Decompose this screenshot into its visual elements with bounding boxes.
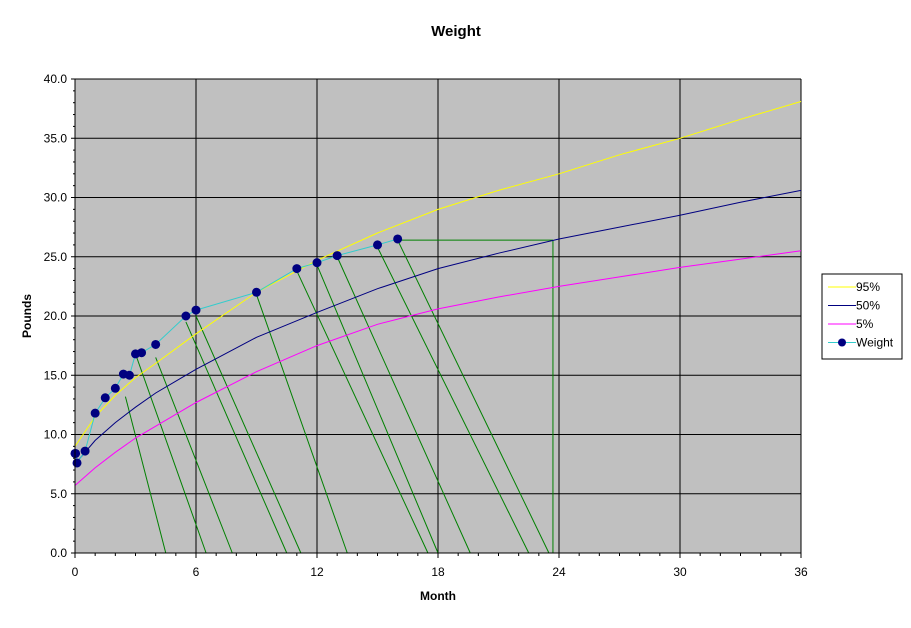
- y-tick-label: 25.0: [44, 250, 68, 264]
- annotation-line: [336, 256, 471, 554]
- data-point: [312, 258, 322, 268]
- data-point: [393, 234, 403, 244]
- annotation-line: [397, 239, 550, 554]
- axes: 0.0 5.0 10.0 15.0 20.0 25.0 30.0 35.0 40.0 0 6 12 18…: [44, 72, 808, 579]
- annotation-line: [316, 264, 439, 554]
- series-line-p5: [74, 250, 802, 486]
- x-tick-label: 18: [431, 565, 445, 579]
- annotation-line: [124, 396, 167, 554]
- y-tick-label: 40.0: [44, 72, 68, 86]
- annotation-line: [256, 294, 348, 554]
- y-tick-label: 0.0: [50, 546, 67, 560]
- data-point: [373, 240, 382, 250]
- grid-lines: [75, 78, 802, 553]
- data-markers: [70, 234, 403, 468]
- x-tick-label: 30: [673, 565, 687, 579]
- data-point: [137, 348, 147, 358]
- x-tick-label: 36: [794, 565, 808, 579]
- y-tick-label: 35.0: [44, 131, 68, 145]
- data-point: [124, 370, 134, 380]
- legend-swatch-marker: [838, 338, 846, 347]
- data-point: [252, 287, 261, 297]
- data-point: [110, 383, 120, 393]
- x-tick-label: 12: [310, 565, 324, 579]
- data-point: [292, 264, 302, 274]
- y-tick-label: 30.0: [44, 191, 68, 205]
- annotation-line: [296, 270, 429, 554]
- data-point: [191, 305, 201, 315]
- data-point: [151, 339, 161, 349]
- legend-label: 5%: [856, 317, 874, 331]
- y-tick-label: 5.0: [50, 487, 67, 501]
- data-point: [71, 448, 81, 458]
- data-point: [80, 446, 90, 456]
- series-line-p95: [74, 101, 802, 447]
- legend-label: Weight: [856, 336, 894, 350]
- data-point: [181, 311, 191, 321]
- chart-title: Weight: [431, 23, 481, 40]
- data-point: [90, 408, 100, 418]
- annotation-line: [185, 321, 288, 554]
- y-axis-title: Pounds: [20, 294, 34, 338]
- annotation-line: [195, 315, 302, 554]
- legend-label: 50%: [856, 299, 880, 313]
- annotation-line: [135, 353, 207, 554]
- y-tick-label: 20.0: [44, 309, 68, 323]
- x-tick-label: 0: [72, 565, 79, 579]
- annotation-lines: [124, 239, 554, 554]
- legend-label: 95%: [856, 280, 880, 294]
- annotation-line: [155, 357, 233, 554]
- y-tick-label: 10.0: [44, 428, 68, 442]
- legend-box: [821, 273, 903, 360]
- series-line-p50: [74, 189, 802, 465]
- annotation-line: [377, 247, 530, 554]
- x-tick-label: 24: [552, 565, 566, 579]
- legend: 95% 50% 5% Weight: [821, 273, 903, 360]
- x-axis-title: Month: [420, 589, 456, 603]
- x-tick-label: 6: [193, 565, 200, 579]
- data-point: [100, 393, 110, 403]
- data-point: [72, 458, 82, 468]
- y-tick-label: 15.0: [44, 368, 68, 382]
- data-point: [332, 251, 342, 261]
